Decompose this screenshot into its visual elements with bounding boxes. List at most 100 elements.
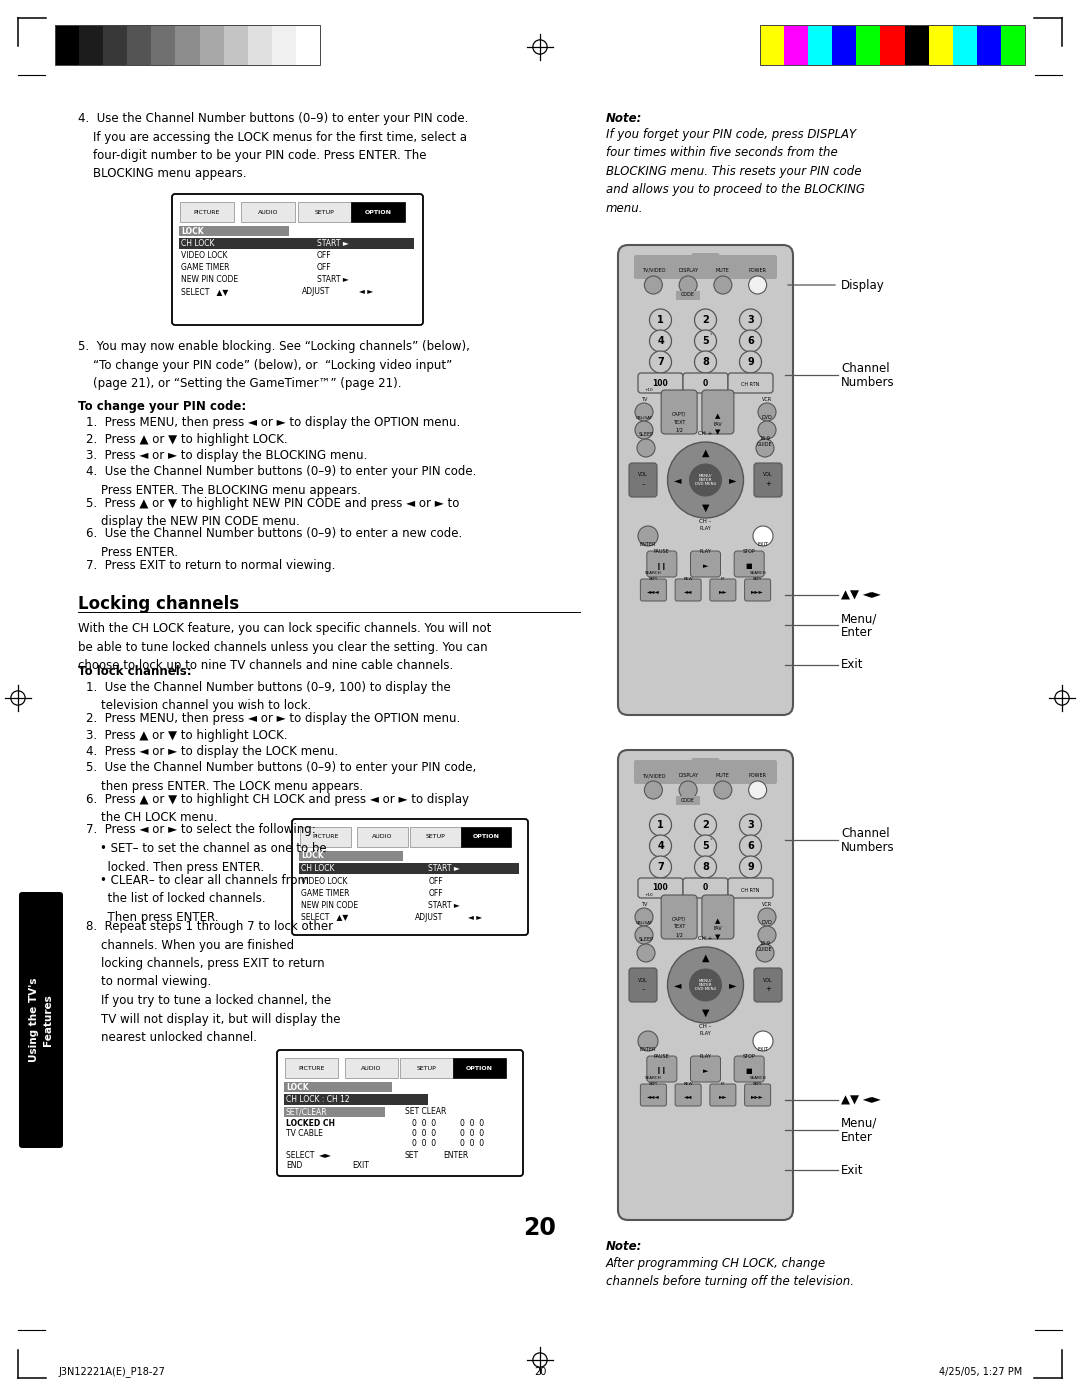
Bar: [179, 226, 289, 236]
Text: ▲▼ ◄►: ▲▼ ◄►: [841, 1093, 881, 1107]
Text: TEXT: TEXT: [673, 420, 686, 424]
Text: LOCK: LOCK: [301, 852, 324, 860]
Text: ▼: ▼: [702, 503, 710, 512]
Text: EXIT: EXIT: [352, 1160, 369, 1170]
Text: EXIT: EXIT: [757, 1047, 769, 1053]
Circle shape: [638, 526, 658, 546]
Text: 7: 7: [657, 861, 664, 872]
Text: 0: 0: [703, 378, 708, 388]
Bar: [284, 1082, 392, 1092]
Circle shape: [694, 856, 716, 878]
Text: 20: 20: [534, 1367, 546, 1376]
Text: 4/25/05, 1:27 PM: 4/25/05, 1:27 PM: [939, 1367, 1022, 1376]
Bar: [296, 25, 320, 66]
FancyBboxPatch shape: [691, 758, 719, 771]
Bar: [127, 25, 151, 66]
Bar: [880, 25, 905, 66]
Text: DVD: DVD: [761, 415, 772, 420]
Text: OFF: OFF: [318, 264, 332, 272]
Text: • SET– to set the channel as one to be
  locked. Then press ENTER.: • SET– to set the channel as one to be l…: [100, 842, 326, 874]
Text: Using the TV's
Features: Using the TV's Features: [29, 977, 53, 1062]
Text: PLAY: PLAY: [700, 1054, 712, 1060]
Text: ►: ►: [729, 980, 737, 990]
FancyBboxPatch shape: [744, 579, 771, 602]
Text: 8.  Repeat steps 1 through 7 to lock other
    channels. When you are finished
 : 8. Repeat steps 1 through 7 to lock othe…: [86, 920, 340, 1044]
Text: SEARCH: SEARCH: [645, 571, 662, 575]
Bar: [224, 25, 247, 66]
Bar: [351, 202, 405, 222]
Text: PLAY: PLAY: [700, 1032, 712, 1036]
Text: 4.  Press ◄ or ► to display the LOCK menu.: 4. Press ◄ or ► to display the LOCK menu…: [86, 745, 338, 758]
Text: Note:: Note:: [606, 1240, 643, 1254]
Text: Locking channels: Locking channels: [78, 595, 239, 613]
Text: MENU/: MENU/: [699, 475, 712, 477]
Circle shape: [649, 309, 672, 331]
Text: °: °: [710, 839, 712, 843]
Circle shape: [740, 309, 761, 331]
Bar: [284, 1094, 428, 1106]
Text: CH RTN: CH RTN: [741, 383, 759, 388]
Text: 20: 20: [524, 1216, 556, 1240]
Text: FAV: FAV: [714, 927, 723, 931]
FancyBboxPatch shape: [647, 1055, 677, 1082]
Text: If you forget your PIN code, press DISPLAY
four times within five seconds from t: If you forget your PIN code, press DISPL…: [606, 128, 865, 215]
Bar: [453, 1058, 505, 1078]
Bar: [300, 826, 351, 847]
Bar: [180, 202, 234, 222]
Text: 1/2: 1/2: [675, 427, 683, 433]
Text: TV: TV: [640, 396, 647, 402]
Text: AUDIO: AUDIO: [258, 209, 279, 215]
Circle shape: [694, 309, 716, 331]
Text: ◄: ◄: [674, 475, 681, 484]
Circle shape: [740, 856, 761, 878]
Text: ▲: ▲: [715, 413, 720, 419]
Text: GAME TIMER: GAME TIMER: [301, 888, 350, 898]
Bar: [151, 25, 175, 66]
Text: ▼: ▼: [702, 1008, 710, 1018]
Text: 1: 1: [657, 819, 664, 831]
Circle shape: [635, 403, 653, 422]
FancyBboxPatch shape: [710, 1085, 735, 1106]
Text: LOCKED CH: LOCKED CH: [286, 1120, 335, 1128]
Text: PICTURE: PICTURE: [193, 209, 220, 215]
Text: 2.  Press MENU, then press ◄ or ► to display the OPTION menu.: 2. Press MENU, then press ◄ or ► to disp…: [86, 712, 460, 725]
Text: REW: REW: [684, 577, 693, 581]
FancyBboxPatch shape: [728, 373, 773, 394]
Text: 5.  Use the Channel Number buttons (0–9) to enter your PIN code,
    then press : 5. Use the Channel Number buttons (0–9) …: [86, 761, 476, 793]
Text: LOCK: LOCK: [181, 226, 204, 236]
Text: PLAY: PLAY: [700, 526, 712, 530]
Text: PAUSE: PAUSE: [654, 1054, 670, 1060]
Bar: [760, 25, 784, 66]
Text: 2: 2: [702, 819, 708, 831]
Text: VOL: VOL: [764, 472, 773, 477]
Text: CH –: CH –: [700, 1025, 712, 1029]
Circle shape: [758, 422, 777, 438]
Text: ADJUST: ADJUST: [302, 288, 330, 296]
Text: 3: 3: [747, 819, 754, 831]
Text: After programming CH LOCK, change
channels before turning off the television.: After programming CH LOCK, change channe…: [606, 1256, 854, 1289]
Text: PAUSE: PAUSE: [654, 549, 670, 554]
Circle shape: [756, 944, 774, 962]
Text: ◄◄: ◄◄: [684, 589, 692, 595]
Text: ▼: ▼: [715, 429, 720, 436]
Text: SETUP: SETUP: [314, 209, 335, 215]
Text: 1/2: 1/2: [675, 933, 683, 938]
Text: START ►: START ►: [429, 900, 460, 910]
Text: SKP/: SKP/: [649, 577, 658, 581]
Text: 7.  Press ◄ or ► to select the following:: 7. Press ◄ or ► to select the following:: [86, 824, 315, 836]
Text: 9: 9: [747, 357, 754, 367]
Text: PLAY: PLAY: [700, 549, 712, 554]
FancyBboxPatch shape: [691, 253, 719, 265]
Text: ENTER: ENTER: [699, 477, 713, 482]
Circle shape: [748, 780, 767, 799]
Text: ▲▼ ◄►: ▲▼ ◄►: [841, 589, 881, 602]
Bar: [284, 1107, 384, 1117]
Text: +: +: [765, 986, 771, 993]
FancyBboxPatch shape: [629, 463, 657, 497]
Circle shape: [645, 276, 662, 295]
Text: ►►: ►►: [718, 1094, 727, 1100]
Text: SELECT  ◄►: SELECT ◄►: [286, 1150, 330, 1160]
Bar: [410, 826, 460, 847]
Text: CBL/SAT: CBL/SAT: [635, 416, 652, 420]
Circle shape: [758, 907, 777, 926]
